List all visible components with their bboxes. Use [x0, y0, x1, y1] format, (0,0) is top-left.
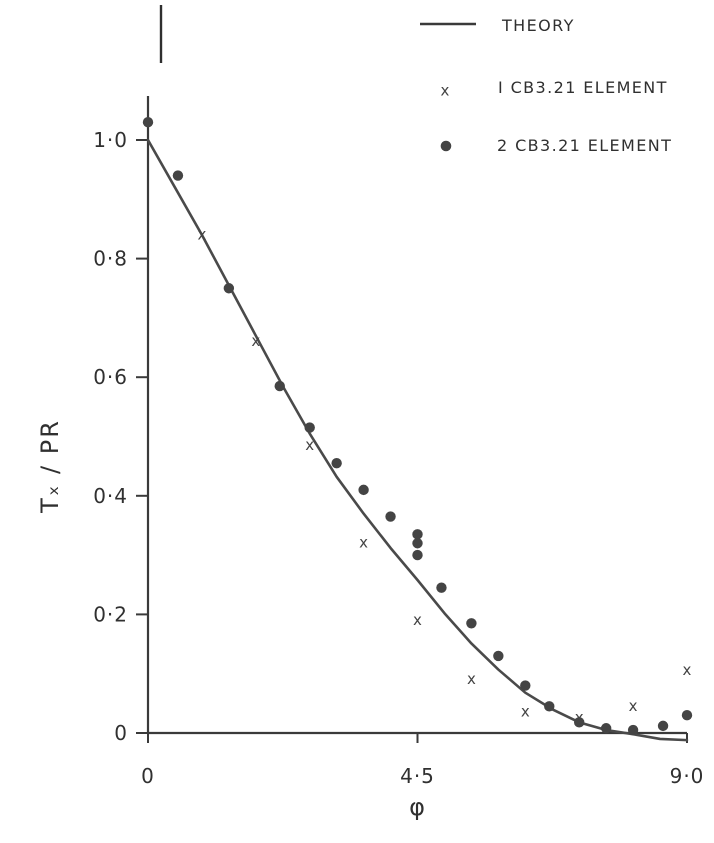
two-element-point — [681, 710, 693, 721]
y-tick-label: 0·8 — [93, 247, 128, 271]
two-element-point — [358, 484, 369, 496]
two-element-point — [274, 380, 285, 392]
one-element-point: x — [629, 697, 638, 715]
y-axis-label: Tₓ / PR — [36, 419, 64, 514]
x-tick-label: 9·0 — [670, 764, 705, 788]
theory-layer — [146, 138, 689, 742]
one-element-point: x — [467, 670, 476, 688]
legend-two-element-label: 2 CB3.21 ELEMENT — [497, 136, 672, 155]
two-element-point — [520, 680, 531, 691]
two-element-point — [412, 538, 423, 549]
y-tick-label: 0·4 — [93, 484, 128, 508]
axes-layer: 0 0·2 0·4 0·6 0·8 1·0 0 4·5 9·0 φ Tₓ / PR — [36, 96, 705, 821]
two-element-point — [436, 582, 447, 593]
two-element-point — [412, 549, 423, 561]
legend: THEORY x I CB3.21 ELEMENT 2 CB3.21 ELEME… — [420, 16, 672, 155]
two-element-point — [627, 724, 639, 736]
one-element-point: x — [521, 703, 530, 721]
two-element-point — [574, 717, 585, 728]
two-element-point — [331, 457, 342, 469]
two-element-point — [385, 511, 396, 522]
legend-theory-label: THEORY — [501, 16, 575, 35]
two-element-point — [466, 618, 477, 629]
x-points-layer: xxxxxxxxxx — [197, 225, 691, 726]
two-element-point — [223, 283, 235, 294]
one-element-point: x — [683, 661, 692, 679]
x-tick-label: 0 — [141, 764, 155, 788]
two-element-point — [600, 723, 612, 734]
two-element-point — [412, 529, 423, 540]
y-tick-label: 0·6 — [93, 365, 128, 389]
y-tick-label: 0·2 — [93, 602, 128, 626]
one-element-point: x — [197, 225, 206, 243]
legend-dot-marker — [440, 140, 452, 152]
dot-points-layer — [142, 117, 693, 736]
x-axis-label: φ — [409, 793, 427, 821]
one-element-point: x — [413, 611, 422, 629]
theory-series-line — [146, 138, 689, 742]
two-element-point — [544, 701, 555, 712]
y-tick-label: 0 — [114, 721, 128, 745]
legend-one-element-label: I CB3.21 ELEMENT — [498, 78, 668, 97]
two-element-point — [172, 170, 184, 181]
two-element-point — [493, 650, 504, 662]
two-element-point — [657, 720, 669, 732]
two-element-point — [142, 117, 154, 128]
one-element-point: x — [305, 436, 314, 454]
legend-x-marker: x — [441, 82, 450, 100]
one-element-point: x — [251, 332, 260, 350]
y-tick-label: 1·0 — [93, 128, 128, 152]
one-element-point: x — [359, 534, 368, 552]
x-tick-label: 4·5 — [400, 764, 435, 788]
two-element-point — [304, 422, 315, 433]
